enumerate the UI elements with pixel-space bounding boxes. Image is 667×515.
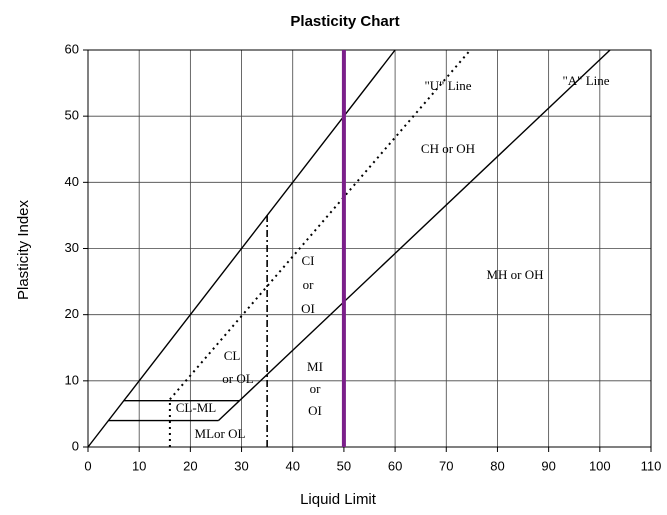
region-label: OI	[301, 301, 315, 316]
region-label: or OL	[222, 371, 253, 386]
series-line	[218, 49, 611, 422]
x-tick-label: 20	[183, 458, 197, 473]
x-tick-label: 40	[285, 458, 299, 473]
y-axis-label: Plasticity Index	[15, 199, 32, 300]
region-label: "A" Line	[562, 73, 609, 88]
region-label: CL-ML	[176, 400, 217, 415]
y-tick-label: 50	[65, 108, 79, 123]
chart-title: Plasticity Chart	[290, 13, 399, 30]
region-label: MLor OL	[195, 426, 246, 441]
region-label: MH or OH	[486, 267, 543, 282]
region-label: or	[310, 381, 322, 396]
region-label: "U" Line	[424, 78, 471, 93]
x-tick-label: 110	[641, 458, 662, 473]
x-tick-label: 50	[337, 458, 351, 473]
region-label: MI	[307, 359, 323, 374]
y-tick-label: 40	[65, 174, 79, 189]
y-tick-label: 60	[65, 41, 79, 56]
y-tick-label: 20	[65, 306, 79, 321]
region-label: CH or OH	[421, 141, 475, 156]
plot-frame	[87, 49, 652, 448]
x-tick-label: 30	[234, 458, 248, 473]
x-tick-label: 10	[132, 458, 146, 473]
x-tick-label: 90	[541, 458, 555, 473]
x-tick-label: 70	[439, 458, 453, 473]
x-tick-label: 80	[490, 458, 504, 473]
x-tick-label: 0	[84, 458, 91, 473]
x-axis-label: Liquid Limit	[300, 491, 377, 508]
region-label: CL	[224, 348, 241, 363]
y-tick-label: 10	[65, 372, 79, 387]
x-tick-label: 100	[589, 458, 611, 473]
y-tick-label: 30	[65, 240, 79, 255]
y-tick-label: 0	[72, 438, 79, 453]
region-label: OI	[308, 403, 322, 418]
region-label: CI	[302, 253, 315, 268]
region-label: or	[303, 277, 315, 292]
x-tick-label: 60	[388, 458, 402, 473]
